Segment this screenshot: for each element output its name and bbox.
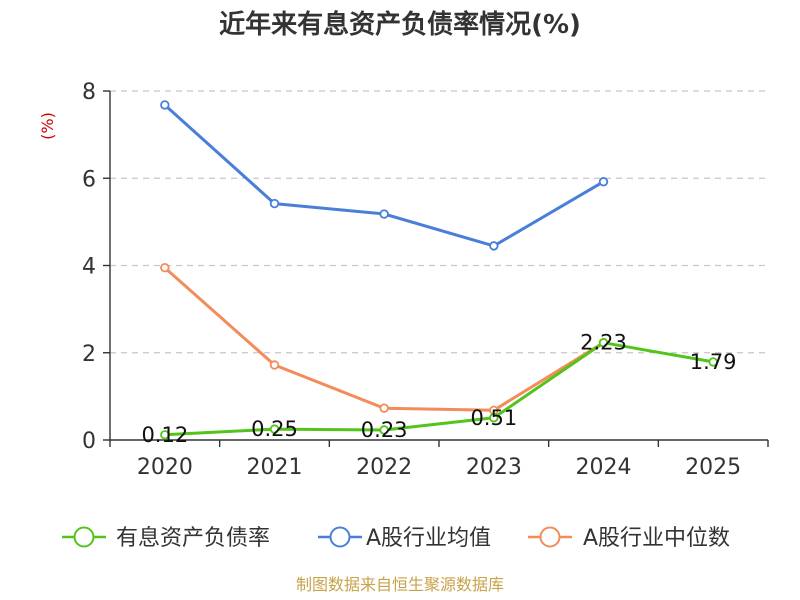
y-tick-labels: 0 2 4 6 8 bbox=[82, 80, 96, 454]
data-label: 0.25 bbox=[251, 417, 298, 441]
data-label: 1.79 bbox=[690, 350, 737, 374]
y-tick-label: 0 bbox=[82, 429, 96, 454]
x-tick-label: 2022 bbox=[356, 455, 412, 480]
series-point-2 bbox=[160, 262, 170, 273]
series-point-0 bbox=[379, 425, 389, 435]
data-label: 0.51 bbox=[470, 406, 517, 430]
series-point-2 bbox=[379, 403, 389, 413]
axes bbox=[103, 90, 769, 447]
series-point-0 bbox=[708, 357, 718, 367]
series-point-0 bbox=[489, 413, 499, 423]
data-label: 2.23 bbox=[580, 331, 627, 355]
series-point-1 bbox=[598, 177, 609, 187]
y-tick-label: 2 bbox=[82, 342, 96, 367]
x-tick-label: 2025 bbox=[685, 455, 741, 480]
x-tick-label: 2023 bbox=[466, 455, 522, 480]
series-point-0 bbox=[598, 338, 609, 348]
x-tick-label: 2024 bbox=[576, 455, 632, 480]
series-point-1 bbox=[160, 100, 170, 110]
gridlines bbox=[110, 90, 768, 354]
series-point-0 bbox=[160, 430, 170, 440]
legend-swatch-marker bbox=[539, 526, 561, 548]
series-point-1 bbox=[269, 198, 280, 209]
series-point-2 bbox=[269, 360, 280, 370]
y-tick-label: 8 bbox=[82, 80, 96, 105]
data-labels: 0.12 0.25 0.23 0.51 2.23 1.79 bbox=[141, 331, 736, 447]
legend-label: A股行业均值 bbox=[366, 526, 491, 551]
series-lines bbox=[160, 100, 718, 440]
data-label: 0.12 bbox=[141, 423, 188, 447]
x-tick-labels: 2020 2021 2022 2023 2024 2025 bbox=[137, 455, 741, 480]
y-axis-label: (%) bbox=[38, 112, 57, 140]
series-point-1 bbox=[489, 241, 499, 251]
source-note: 制图数据来自恒生聚源数据库 bbox=[296, 575, 504, 594]
series-point-0 bbox=[269, 424, 280, 434]
legend: 有息资产负债率 A股行业均值 A股行业中位数 bbox=[62, 526, 730, 551]
y-tick-label: 6 bbox=[82, 167, 96, 192]
series-point-1 bbox=[379, 209, 389, 219]
legend-swatch-marker bbox=[329, 526, 351, 548]
series-line-1 bbox=[163, 103, 605, 248]
series-line-0 bbox=[164, 341, 714, 437]
legend-label: 有息资产负债率 bbox=[116, 526, 270, 551]
x-tick-label: 2020 bbox=[137, 455, 193, 480]
data-label: 0.23 bbox=[361, 418, 408, 442]
legend-label: A股行业中位数 bbox=[583, 526, 730, 551]
legend-swatch-marker bbox=[73, 526, 95, 548]
chart-title: 近年来有息资产负债率情况(%) bbox=[219, 9, 581, 40]
x-tick-label: 2021 bbox=[247, 455, 303, 480]
y-tick-label: 4 bbox=[82, 255, 96, 280]
